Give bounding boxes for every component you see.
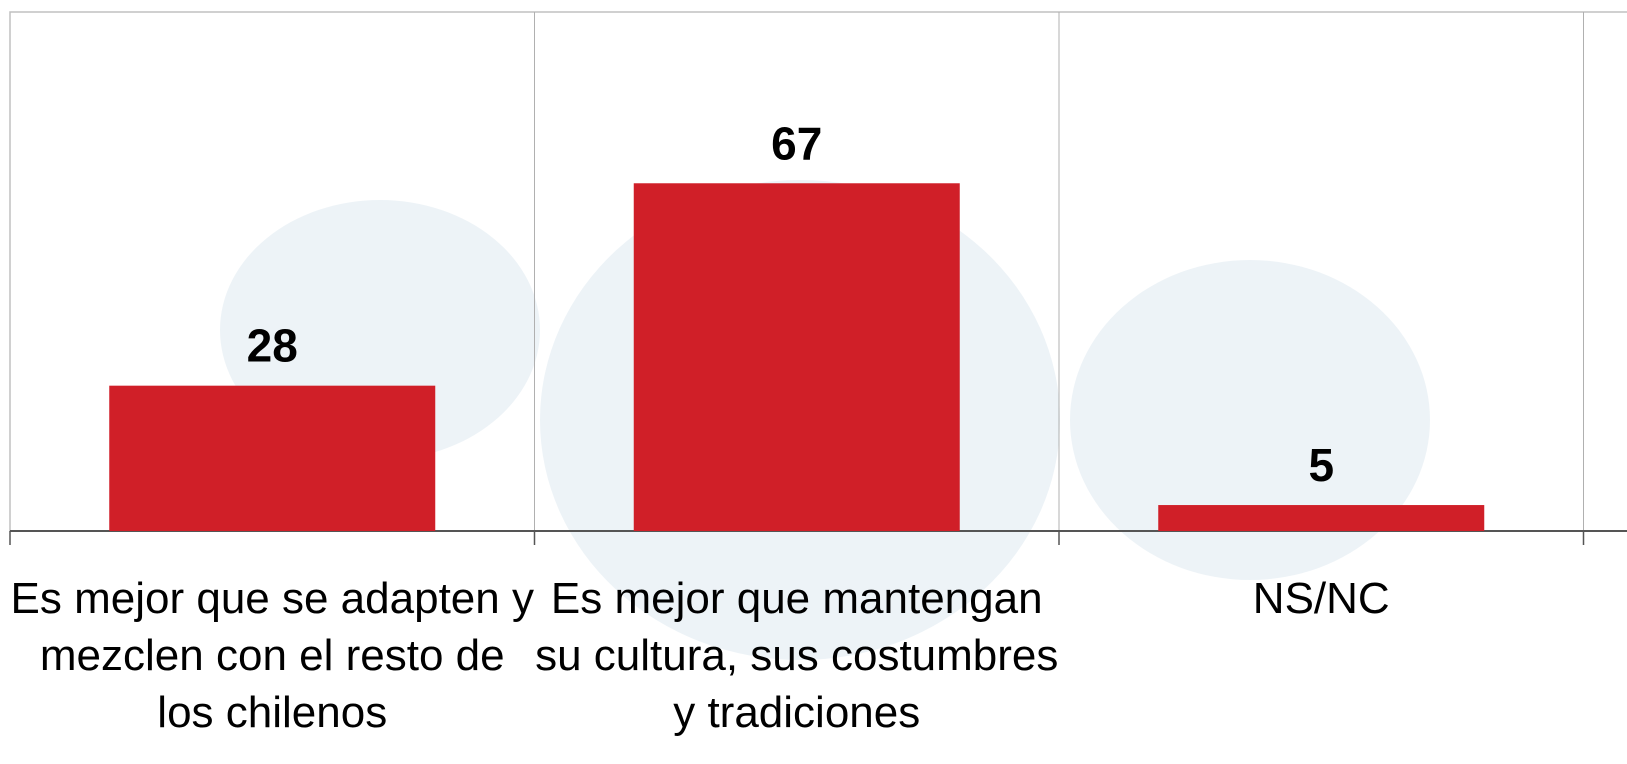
bar — [1158, 505, 1485, 531]
x-tick-label: NS/NC — [1252, 574, 1390, 623]
bar — [633, 183, 960, 531]
bar — [109, 385, 436, 531]
x-tick-label: Es mejor que se adapten y mezclen con el… — [10, 574, 534, 737]
x-tick-label: Es mejor que mantengan su cultura, sus c… — [535, 574, 1059, 737]
value-label: 28 — [247, 320, 298, 372]
value-label: 5 — [1308, 439, 1334, 491]
value-label: 67 — [771, 117, 822, 169]
